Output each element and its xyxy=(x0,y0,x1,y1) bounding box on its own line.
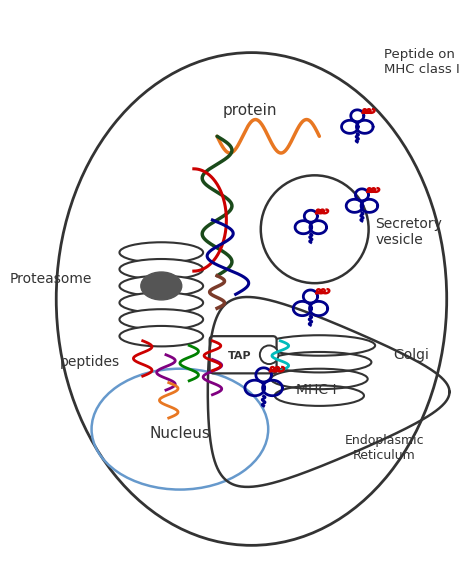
Ellipse shape xyxy=(141,272,182,300)
Ellipse shape xyxy=(119,242,203,263)
Ellipse shape xyxy=(119,309,203,329)
Text: TAP: TAP xyxy=(228,351,251,361)
Text: Peptide on
MHC class I: Peptide on MHC class I xyxy=(384,48,460,76)
Text: Secretory
vesicle: Secretory vesicle xyxy=(375,217,442,247)
Ellipse shape xyxy=(119,276,203,296)
Text: Proteasome: Proteasome xyxy=(9,272,91,286)
Text: protein: protein xyxy=(222,103,277,118)
Text: Endoplasmic
Reticulum: Endoplasmic Reticulum xyxy=(345,434,424,462)
Text: peptides: peptides xyxy=(59,355,119,369)
FancyBboxPatch shape xyxy=(210,336,277,373)
Ellipse shape xyxy=(119,326,203,347)
Text: Golgi: Golgi xyxy=(394,348,429,362)
Text: Nucleus: Nucleus xyxy=(149,427,210,441)
Ellipse shape xyxy=(119,292,203,313)
Text: MHC I: MHC I xyxy=(296,383,337,397)
Ellipse shape xyxy=(119,259,203,279)
Ellipse shape xyxy=(260,345,278,364)
